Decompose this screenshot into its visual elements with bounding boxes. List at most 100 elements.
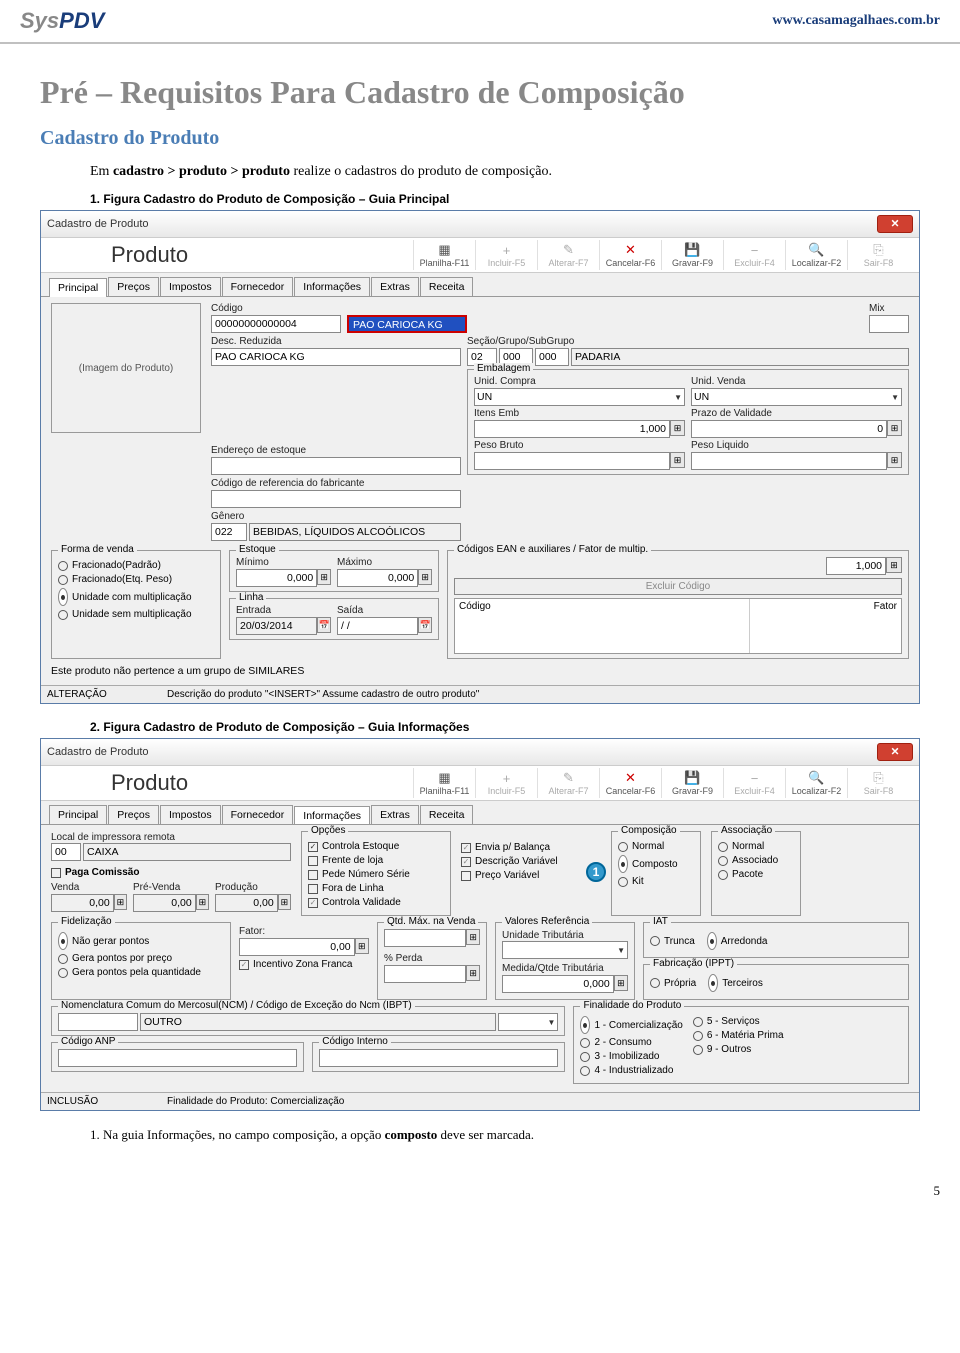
toolbar-localizar-f2[interactable]: 🔍Localizar-F2 <box>785 768 847 798</box>
radio-pr-pria[interactable]: Própria <box>650 974 696 992</box>
toolbar-cancelar-f6[interactable]: ✕Cancelar-F6 <box>599 768 661 798</box>
itens-emb-input[interactable] <box>474 420 670 438</box>
prazo-input[interactable] <box>691 420 887 438</box>
subgrupo-input[interactable] <box>535 348 569 366</box>
peso-bruto-input[interactable] <box>474 452 670 470</box>
toolbar-incluir-f5[interactable]: +Incluir-F5 <box>475 768 537 798</box>
ncm-cod-input[interactable] <box>58 1013 138 1031</box>
radio-unidade-sem-multiplica--o[interactable]: Unidade sem multiplicação <box>58 609 214 620</box>
desc-reduzida-input[interactable] <box>211 348 461 366</box>
radio-fracionado-etq--peso-[interactable]: Fracionado(Etq. Peso) <box>58 574 214 585</box>
tab-preços[interactable]: Preços <box>108 277 159 296</box>
calc-icon[interactable]: ⊞ <box>317 569 331 585</box>
check-descri--o-vari-vel[interactable]: Descrição Variável <box>461 856 601 867</box>
toolbar-gravar-f9[interactable]: 💾Gravar-F9 <box>661 240 723 270</box>
date-icon[interactable]: 📅 <box>418 617 432 633</box>
tab-extras[interactable]: Extras <box>371 277 419 296</box>
radio-gera-pontos-por-pre-o[interactable]: Gera pontos por preço <box>58 953 224 964</box>
toolbar-alterar-f7[interactable]: ✎Alterar-F7 <box>537 768 599 798</box>
check-frente-de-loja[interactable]: Frente de loja <box>308 855 444 866</box>
radio-terceiros[interactable]: Terceiros <box>708 974 763 992</box>
toolbar-planilha-f11[interactable]: ▦Planilha-F11 <box>413 768 475 798</box>
radio-5---servi-os[interactable]: 5 - Serviços <box>693 1016 784 1027</box>
tab-receita[interactable]: Receita <box>420 277 474 296</box>
tab-fornecedor[interactable]: Fornecedor <box>222 805 294 824</box>
toolbar-localizar-f2[interactable]: 🔍Localizar-F2 <box>785 240 847 270</box>
check-controla-estoque[interactable]: Controla Estoque <box>308 841 444 852</box>
radio-fracionado-padr-o-[interactable]: Fracionado(Padrão) <box>58 560 214 571</box>
calc-icon[interactable]: ⊞ <box>614 975 628 991</box>
radio-4---industrializado[interactable]: 4 - Industrializado <box>580 1065 682 1076</box>
perda-input[interactable] <box>384 965 466 983</box>
calc-icon[interactable]: ⊞ <box>418 569 432 585</box>
calc-icon[interactable]: ⊞ <box>886 557 902 573</box>
radio-pacote[interactable]: Pacote <box>718 869 794 880</box>
codinterno-input[interactable] <box>319 1049 558 1067</box>
min-input[interactable] <box>236 569 317 587</box>
fator-input[interactable] <box>239 938 355 956</box>
calc-icon[interactable]: ⊞ <box>355 938 369 954</box>
tab-preços[interactable]: Preços <box>108 805 159 824</box>
unid-compra-select[interactable]: UN▼ <box>474 388 685 406</box>
codigo-input[interactable] <box>211 315 341 333</box>
tab-principal[interactable]: Principal <box>49 278 107 297</box>
max-input[interactable] <box>337 569 418 587</box>
ean-fator-input[interactable] <box>826 557 886 575</box>
tab-receita[interactable]: Receita <box>420 805 474 824</box>
radio-2---consumo[interactable]: 2 - Consumo <box>580 1037 682 1048</box>
radio-6---mat-ria-prima[interactable]: 6 - Matéria Prima <box>693 1030 784 1041</box>
anp-input[interactable] <box>58 1049 297 1067</box>
radio-associado[interactable]: Associado <box>718 855 794 866</box>
radio-composto[interactable]: Composto <box>618 855 694 873</box>
toolbar-sair-f8[interactable]: ⎘Sair-F8 <box>847 240 909 270</box>
genero-cod-input[interactable] <box>211 523 247 541</box>
radio-3---imobilizado[interactable]: 3 - Imobilizado <box>580 1051 682 1062</box>
calc-icon[interactable]: ⊞ <box>466 929 480 945</box>
toolbar-sair-f8[interactable]: ⎘Sair-F8 <box>847 768 909 798</box>
unid-trib-select[interactable]: ▼ <box>502 941 628 959</box>
endereco-estoque-input[interactable] <box>211 457 461 475</box>
check-pede-n-mero-s-rie[interactable]: Pede Número Série <box>308 869 444 880</box>
radio-kit[interactable]: Kit <box>618 876 694 887</box>
ncm-select[interactable]: ▼ <box>498 1013 558 1031</box>
tab-extras[interactable]: Extras <box>371 805 419 824</box>
tab-fornecedor[interactable]: Fornecedor <box>222 277 294 296</box>
excluir-codigo-button[interactable]: Excluir Código <box>454 578 902 595</box>
radio-normal[interactable]: Normal <box>618 841 694 852</box>
calc-icon[interactable]: ⊞ <box>670 420 685 436</box>
toolbar-cancelar-f6[interactable]: ✕Cancelar-F6 <box>599 240 661 270</box>
toolbar-excluir-f4[interactable]: −Excluir-F4 <box>723 240 785 270</box>
radio-trunca[interactable]: Trunca <box>650 932 695 950</box>
check-pre-o-vari-vel[interactable]: Preço Variável <box>461 870 601 881</box>
peso-liquido-input[interactable] <box>691 452 887 470</box>
toolbar-incluir-f5[interactable]: +Incluir-F5 <box>475 240 537 270</box>
calc-icon[interactable]: ⊞ <box>466 965 480 981</box>
tab-informações[interactable]: Informações <box>294 806 370 825</box>
calc-icon[interactable]: ⊞ <box>670 452 685 468</box>
radio-gera-pontos-pela-quantidade[interactable]: Gera pontos pela quantidade <box>58 967 224 978</box>
local-cod-input[interactable] <box>51 843 81 861</box>
mix-input[interactable] <box>869 315 909 333</box>
check-fora-de-linha[interactable]: Fora de Linha <box>308 883 444 894</box>
date-icon[interactable]: 📅 <box>317 617 331 633</box>
toolbar-gravar-f9[interactable]: 💾Gravar-F9 <box>661 768 723 798</box>
tab-impostos[interactable]: Impostos <box>160 277 221 296</box>
paga-comissao-check[interactable]: Paga Comissão <box>51 867 291 878</box>
radio-n-o-gerar-pontos[interactable]: Não gerar pontos <box>58 932 224 950</box>
radio-arredonda[interactable]: Arredonda <box>707 932 768 950</box>
toolbar-planilha-f11[interactable]: ▦Planilha-F11 <box>413 240 475 270</box>
radio-1---comercializa--o[interactable]: 1 - Comercialização <box>580 1016 682 1034</box>
toolbar-excluir-f4[interactable]: −Excluir-F4 <box>723 768 785 798</box>
calc-icon[interactable]: ⊞ <box>887 420 902 436</box>
radio-normal[interactable]: Normal <box>718 841 794 852</box>
close-icon[interactable]: ✕ <box>877 743 913 761</box>
saida-input[interactable] <box>337 617 418 635</box>
tab-principal[interactable]: Principal <box>49 805 107 824</box>
unid-venda-select[interactable]: UN▼ <box>691 388 902 406</box>
check-envia-p--balan-a[interactable]: Envia p/ Balança <box>461 842 601 853</box>
check-controla-validade[interactable]: Controla Validade <box>308 897 444 908</box>
medida-input[interactable] <box>502 975 614 993</box>
calc-icon[interactable]: ⊞ <box>887 452 902 468</box>
qtd-max-input[interactable] <box>384 929 466 947</box>
radio-unidade-com-multiplica--o[interactable]: Unidade com multiplicação <box>58 588 214 606</box>
